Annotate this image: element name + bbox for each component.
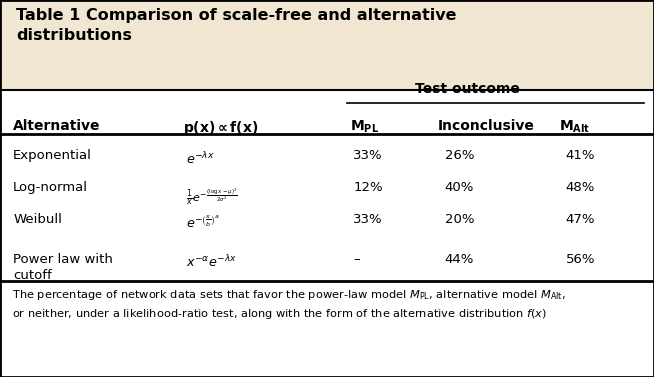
- Text: –: –: [353, 253, 360, 265]
- Text: $\mathbf{M}_{\mathbf{PL}}$: $\mathbf{M}_{\mathbf{PL}}$: [350, 119, 379, 135]
- Text: $\mathbf{M}_{\mathbf{Alt}}$: $\mathbf{M}_{\mathbf{Alt}}$: [559, 119, 591, 135]
- Text: $e^{-\left(\frac{x}{b}\right)^{a}}$: $e^{-\left(\frac{x}{b}\right)^{a}}$: [186, 215, 220, 231]
- Text: 33%: 33%: [353, 213, 383, 226]
- Text: $x^{-\alpha}e^{-\lambda x}$: $x^{-\alpha}e^{-\lambda x}$: [186, 254, 237, 270]
- Text: distributions: distributions: [16, 28, 132, 43]
- Text: 12%: 12%: [353, 181, 383, 194]
- Text: The percentage of network data sets that favor the power-law model $M_{\rm PL}$,: The percentage of network data sets that…: [12, 288, 566, 322]
- Text: $e^{-\lambda x}$: $e^{-\lambda x}$: [186, 151, 215, 167]
- Text: $\mathit{\mathbf{p(x)}}$$\mathbf{\propto}$$\mathit{\mathbf{f(x)}}$: $\mathit{\mathbf{p(x)}}$$\mathbf{\propto…: [183, 119, 258, 137]
- Bar: [0, 90, 654, 377]
- Bar: [0, 0, 654, 90]
- Text: 33%: 33%: [353, 149, 383, 162]
- Text: 41%: 41%: [566, 149, 595, 162]
- Text: 26%: 26%: [445, 149, 474, 162]
- Text: Power law with
cutoff: Power law with cutoff: [13, 253, 113, 282]
- Text: Test outcome: Test outcome: [415, 82, 520, 96]
- Text: 44%: 44%: [445, 253, 474, 265]
- Text: Log-normal: Log-normal: [13, 181, 88, 194]
- Text: Weibull: Weibull: [13, 213, 62, 226]
- Text: 48%: 48%: [566, 181, 595, 194]
- Text: 56%: 56%: [566, 253, 595, 265]
- Text: 47%: 47%: [566, 213, 595, 226]
- Text: 40%: 40%: [445, 181, 474, 194]
- Text: Inconclusive: Inconclusive: [438, 119, 535, 133]
- Text: 20%: 20%: [445, 213, 474, 226]
- Text: $\frac{1}{x}e^{-\frac{(\log x-\mu)^2}{2\sigma^2}}$: $\frac{1}{x}e^{-\frac{(\log x-\mu)^2}{2\…: [186, 187, 238, 207]
- Text: Exponential: Exponential: [13, 149, 92, 162]
- Text: Table 1 Comparison of scale-free and alternative: Table 1 Comparison of scale-free and alt…: [16, 8, 457, 23]
- Text: Alternative: Alternative: [13, 119, 101, 133]
